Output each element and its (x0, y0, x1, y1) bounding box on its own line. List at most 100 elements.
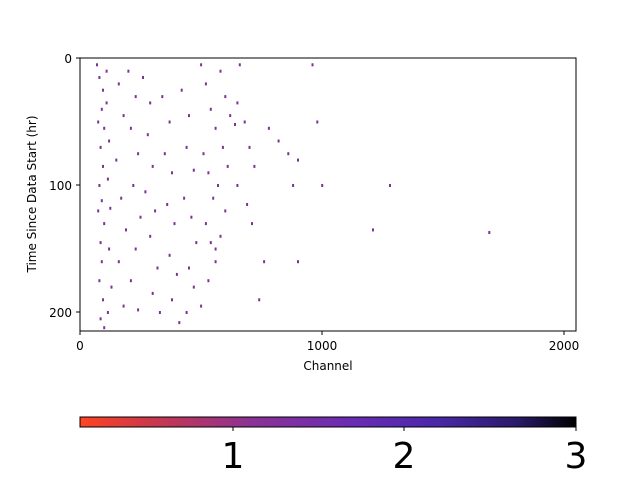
y-tick-label-2: 200 (49, 306, 72, 320)
data-point-79 (204, 222, 207, 226)
data-point-72 (200, 63, 203, 67)
data-point-50 (151, 291, 154, 295)
data-point-21 (106, 177, 109, 181)
y-tick-label-0: 0 (64, 52, 72, 66)
data-point-39 (134, 247, 137, 251)
colorbar: 1 2 3 (79, 416, 588, 477)
data-point-17 (99, 317, 102, 321)
data-point-93 (214, 247, 217, 251)
data-point-53 (168, 120, 171, 124)
data-point-57 (173, 222, 176, 226)
data-point-35 (129, 126, 132, 130)
colorbar-tick-label-3: 3 (565, 436, 588, 477)
data-point-10 (100, 199, 103, 203)
data-point-98 (253, 164, 256, 168)
x-tick-label-1: 1000 (307, 339, 338, 353)
data-point-1 (98, 76, 101, 79)
x-tick-label-2: 2000 (549, 339, 580, 353)
y-tick-label-1: 100 (49, 179, 72, 193)
data-point-62 (180, 88, 183, 92)
data-point-63 (188, 114, 190, 118)
data-point-86 (229, 114, 232, 118)
data-point-9 (98, 184, 101, 187)
data-point-92 (219, 234, 222, 238)
data-point-94 (238, 63, 241, 67)
data-point-87 (234, 123, 236, 126)
data-point-14 (100, 260, 103, 264)
data-point-27 (122, 114, 125, 118)
data-point-100 (246, 203, 249, 206)
data-point-26 (117, 82, 120, 86)
data-point-13 (99, 241, 102, 245)
data-point-102 (263, 260, 266, 264)
data-point-114 (372, 228, 374, 232)
data-point-0 (96, 63, 98, 67)
data-point-41 (137, 308, 140, 312)
data-point-56 (166, 203, 169, 206)
data-point-49 (156, 266, 159, 270)
data-point-88 (221, 145, 224, 149)
data-point-46 (144, 190, 147, 194)
data-point-103 (258, 298, 261, 302)
data-point-110 (311, 63, 314, 67)
data-point-34 (134, 95, 137, 99)
data-point-109 (297, 260, 299, 264)
data-point-25 (106, 311, 109, 314)
data-point-30 (125, 228, 127, 232)
data-point-16 (102, 298, 104, 302)
data-point-105 (277, 139, 280, 143)
data-point-90 (217, 184, 219, 187)
data-point-54 (163, 152, 166, 156)
x-axis-label: Channel (303, 359, 352, 373)
data-point-89 (226, 164, 229, 168)
data-point-69 (188, 266, 190, 270)
data-point-70 (192, 285, 195, 289)
data-point-111 (316, 120, 319, 124)
data-point-55 (171, 171, 173, 175)
data-point-52 (161, 95, 164, 99)
data-point-47 (154, 209, 157, 213)
y-axis: 0 100 200 Time Since Data Start (hr) (25, 52, 80, 320)
data-point-60 (171, 298, 173, 302)
data-point-32 (122, 304, 125, 308)
data-point-81 (214, 260, 217, 264)
data-point-82 (207, 279, 210, 283)
data-point-12 (103, 222, 106, 226)
data-point-64 (185, 145, 188, 149)
data-point-43 (149, 101, 152, 105)
data-point-83 (200, 304, 203, 308)
data-point-6 (103, 126, 106, 130)
data-point-51 (158, 311, 161, 314)
data-point-115 (488, 231, 491, 234)
data-point-4 (100, 107, 103, 111)
colorbar-tick-label-1: 1 (222, 436, 245, 477)
colorbar-tick-label-2: 2 (393, 436, 416, 477)
y-axis-label: Time Since Data Start (hr) (25, 115, 39, 273)
data-point-101 (251, 222, 253, 226)
data-point-58 (168, 253, 171, 257)
plot-frame (79, 57, 577, 332)
data-point-96 (243, 120, 246, 124)
data-point-59 (175, 272, 178, 276)
data-point-31 (117, 260, 120, 264)
data-point-18 (103, 326, 106, 330)
data-point-48 (149, 234, 152, 238)
data-point-107 (297, 158, 299, 162)
colorbar-gradient (79, 416, 577, 428)
data-point-24 (110, 285, 113, 289)
data-point-28 (115, 158, 118, 162)
x-axis: 0 1000 2000 Channel (76, 331, 579, 373)
data-point-75 (214, 126, 217, 130)
data-point-37 (132, 184, 135, 187)
data-point-106 (287, 152, 290, 156)
data-point-74 (209, 107, 212, 111)
data-point-97 (248, 145, 251, 149)
data-point-78 (212, 196, 215, 200)
data-point-68 (195, 241, 198, 245)
data-point-29 (120, 196, 123, 200)
data-point-66 (183, 196, 186, 200)
x-tick-label-0: 0 (76, 339, 84, 353)
data-point-42 (142, 76, 144, 79)
data-point-65 (192, 168, 195, 172)
